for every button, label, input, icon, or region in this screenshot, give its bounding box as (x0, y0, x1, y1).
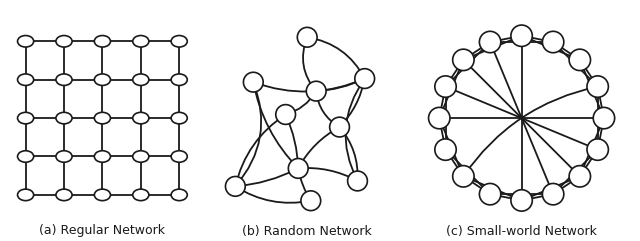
FancyArrowPatch shape (236, 114, 285, 186)
Circle shape (348, 171, 367, 191)
Circle shape (587, 139, 609, 160)
Ellipse shape (171, 151, 188, 162)
FancyArrowPatch shape (285, 91, 316, 114)
FancyArrowPatch shape (316, 91, 340, 127)
FancyArrowPatch shape (236, 186, 311, 203)
FancyArrowPatch shape (285, 114, 298, 168)
FancyArrowPatch shape (340, 79, 365, 127)
Circle shape (543, 31, 564, 53)
Ellipse shape (17, 151, 34, 162)
Circle shape (307, 81, 326, 101)
Ellipse shape (94, 112, 111, 124)
Ellipse shape (132, 189, 149, 201)
Ellipse shape (132, 112, 149, 124)
FancyArrowPatch shape (253, 79, 365, 92)
Circle shape (452, 49, 474, 71)
Circle shape (511, 25, 532, 47)
Circle shape (435, 139, 456, 160)
Ellipse shape (171, 74, 188, 86)
Circle shape (276, 105, 296, 124)
Ellipse shape (171, 35, 188, 47)
Ellipse shape (17, 35, 34, 47)
FancyArrowPatch shape (253, 82, 298, 168)
Circle shape (569, 49, 591, 71)
Ellipse shape (171, 189, 188, 201)
Ellipse shape (171, 112, 188, 124)
Ellipse shape (132, 74, 149, 86)
FancyArrowPatch shape (303, 37, 316, 91)
Circle shape (289, 159, 308, 178)
Circle shape (301, 191, 321, 211)
Text: (a) Regular Network: (a) Regular Network (40, 224, 165, 237)
Circle shape (543, 183, 564, 205)
Circle shape (593, 107, 614, 129)
Circle shape (435, 76, 456, 97)
Circle shape (298, 27, 317, 47)
Circle shape (243, 72, 263, 92)
FancyArrowPatch shape (346, 79, 365, 181)
Ellipse shape (132, 151, 149, 162)
Ellipse shape (56, 189, 72, 201)
FancyArrowPatch shape (316, 79, 365, 91)
Circle shape (355, 69, 374, 88)
Ellipse shape (56, 35, 72, 47)
Text: (b) Random Network: (b) Random Network (243, 225, 372, 238)
Ellipse shape (94, 189, 111, 201)
FancyArrowPatch shape (340, 127, 358, 181)
FancyArrowPatch shape (298, 127, 340, 168)
Circle shape (452, 166, 474, 187)
Circle shape (429, 107, 450, 129)
Ellipse shape (17, 112, 34, 124)
Ellipse shape (56, 151, 72, 162)
Circle shape (569, 166, 591, 187)
Ellipse shape (17, 189, 34, 201)
Circle shape (225, 176, 245, 196)
FancyArrowPatch shape (236, 168, 298, 186)
Ellipse shape (56, 74, 72, 86)
Circle shape (330, 117, 349, 137)
FancyArrowPatch shape (307, 37, 365, 79)
Ellipse shape (17, 74, 34, 86)
Ellipse shape (94, 35, 111, 47)
FancyArrowPatch shape (298, 168, 358, 181)
Ellipse shape (132, 35, 149, 47)
FancyArrowPatch shape (463, 87, 598, 176)
FancyArrowPatch shape (236, 82, 261, 186)
FancyArrowPatch shape (298, 168, 311, 201)
Circle shape (511, 190, 532, 211)
Circle shape (479, 183, 500, 205)
Ellipse shape (94, 74, 111, 86)
Text: (c) Small-world Network: (c) Small-world Network (446, 225, 597, 238)
Circle shape (479, 31, 500, 53)
Circle shape (587, 76, 609, 97)
Ellipse shape (56, 112, 72, 124)
Ellipse shape (94, 151, 111, 162)
